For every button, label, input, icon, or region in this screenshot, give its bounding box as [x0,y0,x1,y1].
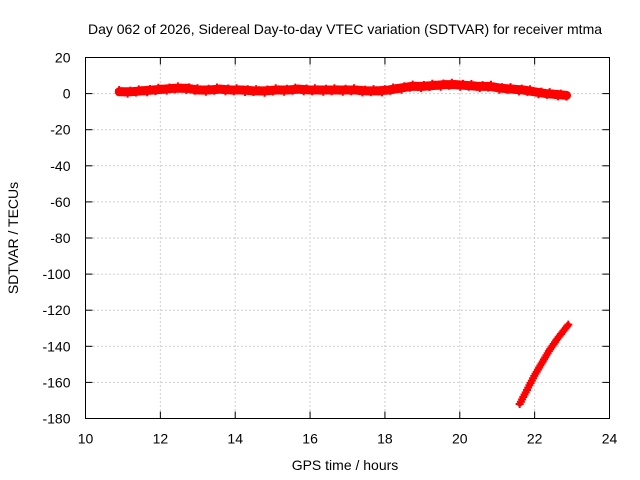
y-tick-label: -140 [42,338,70,354]
y-tick-label: -20 [50,122,70,138]
x-tick-label: 24 [602,431,618,447]
chart-title: Day 062 of 2026, Sidereal Day-to-day VTE… [88,21,602,37]
x-axis-label: GPS time / hours [292,457,399,473]
x-tick-label: 10 [78,431,94,447]
data-point [562,92,571,101]
x-tick-label: 12 [153,431,169,447]
y-tick-label: 20 [55,50,71,66]
series-second-arc [515,320,573,409]
y-tick-label: -100 [42,266,70,282]
data-point [564,320,573,329]
y-tick-label: -180 [42,411,70,427]
x-tick-label: 14 [227,431,243,447]
axis-ticks: 10 12 14 16 18 20 22 24 20 0 -20 -40 -60 -80 -100 -120 -… [42,50,617,447]
plot-frame [85,57,610,419]
x-tick-label: 20 [452,431,468,447]
data-series [114,78,573,409]
y-tick-label: -120 [42,302,70,318]
x-tick-label: 18 [377,431,393,447]
y-tick-label: -160 [42,374,70,390]
grid [85,57,610,419]
y-tick-label: -80 [50,230,70,246]
y-tick-label: 0 [63,86,71,102]
y-tick-label: -40 [50,158,70,174]
y-axis-label: SDTVAR / TECUs [5,182,21,294]
y-tick-label: -60 [50,194,70,210]
x-tick-label: 22 [527,431,543,447]
series-main-arc [114,78,571,101]
x-tick-label: 16 [302,431,318,447]
data-point [563,322,572,331]
